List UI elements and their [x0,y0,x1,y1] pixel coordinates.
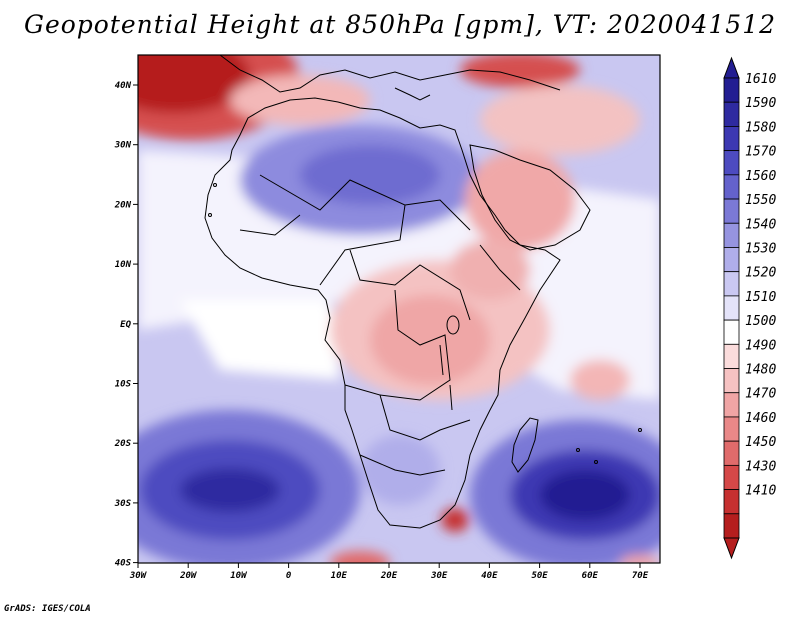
colorbar: 1610 1590 1580 1570 1560 1550 1540 1530 1520 1510… [723,56,776,560]
colorbar-label: 1540 [745,217,776,232]
colorbar-swatch [723,416,740,442]
colorbar-label: 1590 [745,96,776,111]
lat-tick-label: 10N [115,260,132,270]
lon-tick-label: 20W [179,571,198,581]
lat-tick-label: 20S [114,439,132,449]
lon-tick-label: 40E [481,571,498,581]
colorbar-swatch [723,513,740,539]
colorbar-swatch [723,174,740,200]
height-field [138,55,660,563]
lat-tick-label: 10S [115,380,132,390]
colorbar-label: 1450 [745,435,776,450]
colorbar-label: 1580 [745,120,776,135]
map-frame [137,54,661,564]
colorbar-label: 1520 [745,266,776,281]
lon-tick-label: 30W [129,571,148,581]
colorbar-swatch [723,489,740,515]
longitude-axis: 30W 20W 10W 0 10E 20E 30E 40E 50E 60E 70E [129,563,649,581]
lat-tick-label: EQ [120,320,131,330]
coastlines [204,55,642,529]
lat-tick-label: 20N [114,200,132,210]
colorbar-swatch [723,440,740,466]
colorbar-swatch [723,222,740,248]
colorbar-label: 1490 [745,338,776,353]
lon-tick-label: 10E [331,571,348,581]
colorbar-swatch [723,101,740,127]
colorbar-swatch [723,247,740,273]
colorbar-swatch [723,343,740,369]
colorbar-label: 1570 [745,145,776,160]
lon-tick-label: 30E [430,571,448,581]
lon-tick-label: 10W [230,571,248,581]
colorbar-label: 1480 [745,363,776,378]
lat-tick-label: 40S [115,559,132,569]
colorbar-label: 1460 [745,411,776,426]
colorbar-label: 1530 [745,241,776,256]
lon-tick-label: 70E [632,571,649,581]
lat-tick-label: 30N [114,141,132,151]
latitude-axis: 40N 30N 20N 10N EQ 10S 20S 30S 40S [114,81,138,569]
lat-tick-label: 40N [115,81,132,91]
colorbar-label: 1610 [745,72,776,87]
colorbar-arrow-bottom [723,537,740,560]
lon-tick-label: 0 [286,571,292,581]
chart-title: Geopotential Height at 850hPa [gpm], VT:… [23,10,777,39]
colorbar-label: 1410 [745,484,776,499]
lat-tick-label: 30S [114,499,132,509]
colorbar-swatch [723,271,740,297]
lon-tick-label: 50E [531,571,548,581]
colorbar-label: 1430 [745,459,776,474]
colorbar-label: 1560 [745,169,776,184]
colorbar-swatch [723,77,740,103]
colorbar-swatch [723,368,740,394]
lon-tick-label: 60E [582,571,599,581]
lon-tick-label: 20E [380,571,398,581]
colorbar-swatch [723,150,740,176]
colorbar-swatch [723,295,740,321]
colorbar-swatch [723,198,740,224]
credit-label: GrADS: IGES/COLA [4,604,91,614]
colorbar-label: 1550 [745,193,776,208]
colorbar-arrow-top [723,56,740,79]
colorbar-label: 1500 [745,314,776,329]
colorbar-swatch [723,464,740,490]
colorbar-swatch [723,392,740,418]
colorbar-label: 1510 [745,290,776,305]
colorbar-swatch [723,126,740,152]
colorbar-label: 1470 [745,387,776,402]
colorbar-swatch [723,319,740,345]
